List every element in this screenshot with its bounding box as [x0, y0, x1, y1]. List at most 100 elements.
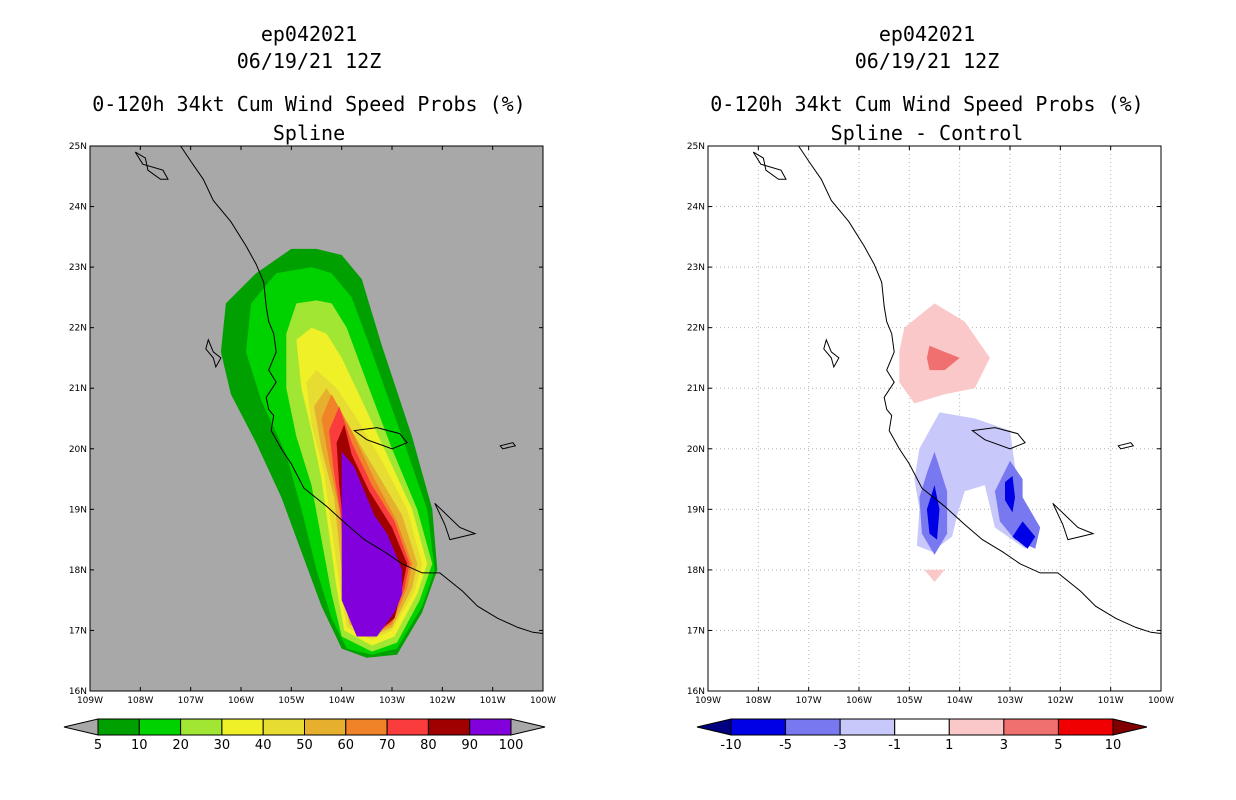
- colorbar-label: -10: [720, 738, 741, 753]
- x-tick-label: 100W: [530, 696, 556, 706]
- chart-subtitle: Spline: [272, 121, 346, 145]
- colorbar-label: 60: [338, 738, 355, 753]
- storm-id: ep042021: [260, 22, 358, 46]
- y-tick-label: 24N: [687, 203, 705, 213]
- island-outline: [499, 442, 517, 450]
- colorbar-under-arrow: [696, 718, 732, 736]
- colorbar-label: 90: [461, 738, 478, 753]
- x-tick-label: 108W: [127, 696, 153, 706]
- chart-subtitle: Spline - Control: [830, 121, 1024, 145]
- contour-level-3: [926, 345, 960, 371]
- y-tick-label: 18N: [69, 566, 87, 576]
- colorbar-over-arrow: [1112, 718, 1148, 736]
- chart-title: 0-120h 34kt Cum Wind Speed Probs (%): [710, 92, 1144, 116]
- y-tick-label: 23N: [69, 263, 87, 273]
- x-tick-label: 101W: [1098, 696, 1124, 706]
- colorbar-label: -5: [779, 738, 792, 753]
- plot-frame: [707, 145, 1162, 692]
- x-tick-label: 105W: [278, 696, 304, 706]
- x-tick-label: 108W: [745, 696, 771, 706]
- coastline: [752, 146, 1161, 634]
- colorbar-swatch: [785, 718, 841, 736]
- island-outline: [434, 502, 477, 541]
- y-tick-label: 20N: [687, 445, 705, 455]
- storm-id: ep042021: [878, 22, 976, 46]
- x-tick-label: 102W: [1047, 696, 1073, 706]
- difference-map: 109W 108W 107W 106W 105W 104W 103W 102W 101W 100W…: [687, 142, 1174, 753]
- plot-frame: [89, 145, 544, 692]
- colorbar-swatch: [386, 718, 429, 736]
- x-tick-label: 109W: [77, 696, 103, 706]
- colorbar-swatch: [345, 718, 388, 736]
- y-tick-label: 25N: [687, 142, 705, 152]
- colorbar-label: 1: [945, 738, 953, 753]
- colorbar: 5 10 20 30 40 50 60 70 80 90 100: [63, 718, 546, 753]
- island-outline: [970, 427, 1026, 450]
- colorbar-swatch: [221, 718, 264, 736]
- colorbar-label: 10: [131, 738, 148, 753]
- colorbar-label: 80: [420, 738, 437, 753]
- y-tick-label: 18N: [687, 566, 705, 576]
- colorbar-label: -3: [834, 738, 847, 753]
- x-tick-label: 109W: [695, 696, 721, 706]
- island-outline: [1117, 442, 1135, 450]
- right-panel: ep042021 06/19/21 12Z 0-120h 34kt Cum Wi…: [618, 0, 1236, 800]
- x-tick-label: 102W: [429, 696, 455, 706]
- colorbar-swatch: [948, 718, 1005, 736]
- colorbar-label: 40: [255, 738, 272, 753]
- colorbar-swatch: [894, 718, 950, 736]
- colorbar-swatch: [1057, 718, 1114, 736]
- init-time: 06/19/21 12Z: [236, 49, 382, 73]
- y-tick-label: 24N: [69, 203, 87, 213]
- x-tick-label: 101W: [480, 696, 506, 706]
- x-tick-label: 100W: [1148, 696, 1174, 706]
- probability-map: 109W 108W 107W 106W 105W 104W 103W 102W 101W 100W…: [63, 142, 556, 753]
- x-tick-label: 106W: [846, 696, 872, 706]
- y-tick-label: 21N: [69, 384, 87, 394]
- colorbar-label: -1: [888, 738, 901, 753]
- colorbar-swatch: [97, 718, 140, 736]
- island-outline: [823, 338, 840, 369]
- contour-level-neg10: [1012, 521, 1036, 549]
- y-tick-label: 20N: [69, 445, 87, 455]
- chart-title: 0-120h 34kt Cum Wind Speed Probs (%): [92, 92, 526, 116]
- y-tick-label: 23N: [687, 263, 705, 273]
- colorbar-swatch: [730, 718, 787, 736]
- x-tick-label: 107W: [178, 696, 204, 706]
- colorbar-label: 30: [214, 738, 231, 753]
- init-time: 06/19/21 12Z: [854, 49, 1000, 73]
- colorbar-swatch: [469, 718, 512, 736]
- colorbar-swatch: [180, 718, 223, 736]
- y-tick-label: 16N: [687, 687, 705, 697]
- x-tick-label: 104W: [329, 696, 355, 706]
- colorbar-label: 5: [1054, 738, 1062, 753]
- island-outline: [1052, 502, 1095, 541]
- y-tick-label: 25N: [69, 142, 87, 152]
- contour-level-neg10: [1005, 476, 1015, 513]
- contour-level-1: [924, 569, 945, 582]
- colorbar-label: 5: [94, 738, 102, 753]
- x-tick-label: 103W: [379, 696, 405, 706]
- y-tick-label: 16N: [69, 687, 87, 697]
- island-outline: [752, 151, 787, 180]
- colorbar-label: 3: [1000, 738, 1008, 753]
- y-tick-label: 19N: [687, 505, 705, 515]
- contour-level-neg10: [926, 485, 940, 540]
- contour-fills: [220, 248, 438, 658]
- colorbar: -10 -5 -3 -1 1 3 5 10: [696, 718, 1148, 753]
- axis-ticks: [707, 145, 1162, 692]
- y-tick-label: 17N: [687, 626, 705, 636]
- coastline-line: [180, 146, 543, 634]
- coastline-line: [798, 146, 1161, 634]
- colorbar-label: 70: [379, 738, 396, 753]
- colorbar-swatch: [1003, 718, 1059, 736]
- colorbar-label: 20: [172, 738, 189, 753]
- left-panel: ep042021 06/19/21 12Z 0-120h 34kt Cum Wi…: [63, 22, 556, 753]
- y-tick-label: 19N: [69, 505, 87, 515]
- plot-background: [708, 146, 1161, 691]
- axis-ticks: [89, 145, 544, 692]
- colorbar-label: 100: [499, 738, 524, 753]
- x-tick-label: 106W: [228, 696, 254, 706]
- island-outline: [352, 427, 408, 450]
- colorbar-swatch: [839, 718, 896, 736]
